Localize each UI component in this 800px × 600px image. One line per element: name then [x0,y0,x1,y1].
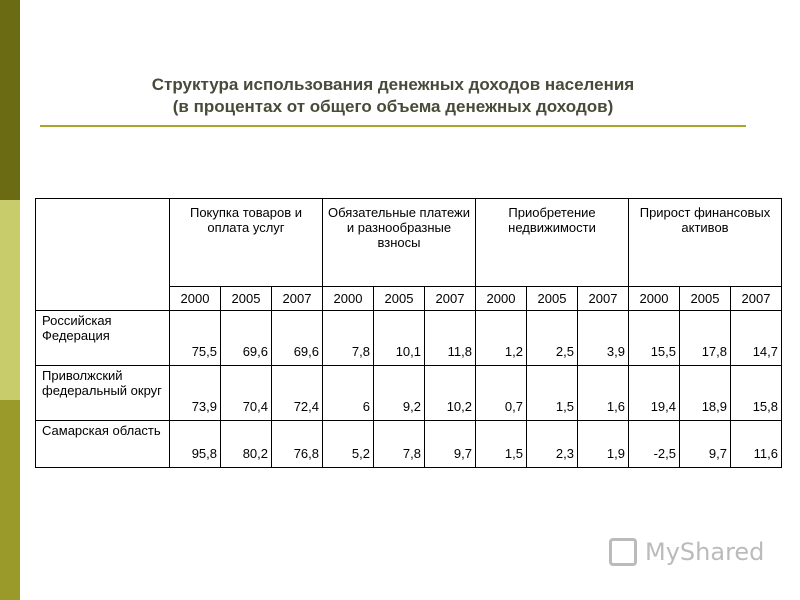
side-strip [0,0,20,200]
side-strip [0,200,20,400]
value-cell: 72,4 [271,365,323,421]
data-table: Покупка товаров и оплата услуг Обязательн… [35,198,782,468]
value-cell: 70,4 [220,365,272,421]
year-header: 2007 [424,286,476,311]
value-cell: 1,9 [577,420,629,468]
value-cell: 5,2 [322,420,374,468]
corner-cell [35,198,170,311]
value-cell: 2,3 [526,420,578,468]
data-row: Российская Федерация 75,5 69,6 69,6 7,8 10,1 1… [35,310,782,366]
group-header: Приобретение недвижимости [475,198,629,287]
value-cell: 7,8 [322,310,374,366]
year-header: 2000 [169,286,221,311]
group-header: Обязательные платежи и разнообразные взн… [322,198,476,287]
header-row: Покупка товаров и оплата услуг Обязательн… [35,198,782,311]
row-label: Самарская область [35,420,170,468]
value-cell: 80,2 [220,420,272,468]
value-cell: 14,7 [730,310,782,366]
value-cell: 1,5 [526,365,578,421]
year-header: 2000 [322,286,374,311]
year-header: 2007 [730,286,782,311]
year-header: 2007 [271,286,323,311]
value-cell: 76,8 [271,420,323,468]
value-cell: 69,6 [271,310,323,366]
year-header: 2007 [577,286,629,311]
value-cell: 95,8 [169,420,221,468]
value-cell: 7,8 [373,420,425,468]
data-row: Приволжский федеральный округ 73,9 70,4 72,… [35,365,782,421]
value-cell: 9,2 [373,365,425,421]
value-cell: 9,7 [424,420,476,468]
watermark: MyShared [645,538,765,566]
value-cell: 3,9 [577,310,629,366]
value-cell: 9,7 [679,420,731,468]
value-cell: 1,2 [475,310,527,366]
title-rule [40,125,746,127]
value-cell: 11,6 [730,420,782,468]
year-header: 2005 [526,286,578,311]
value-cell: 11,8 [424,310,476,366]
value-cell: 10,2 [424,365,476,421]
value-cell: 69,6 [220,310,272,366]
year-header: 2000 [628,286,680,311]
value-cell: 1,5 [475,420,527,468]
year-row: 2000 2005 2007 2000 2005 2007 2000 2005 2007 2000… [36,286,782,311]
value-cell: 19,4 [628,365,680,421]
title: Структура использования денежных доходов… [40,74,746,118]
value-cell: -2,5 [628,420,680,468]
value-cell: 17,8 [679,310,731,366]
value-cell: 73,9 [169,365,221,421]
value-cell: 15,5 [628,310,680,366]
row-label: Российская Федерация [35,310,170,366]
row-label: Приволжский федеральный округ [35,365,170,421]
value-cell: 6 [322,365,374,421]
value-cell: 2,5 [526,310,578,366]
logo-icon [609,538,637,566]
value-cell: 1,6 [577,365,629,421]
year-header: 2000 [475,286,527,311]
value-cell: 0,7 [475,365,527,421]
value-cell: 75,5 [169,310,221,366]
year-header: 2005 [373,286,425,311]
year-header: 2005 [679,286,731,311]
title-line: (в процентах от общего объема денежных д… [172,97,614,116]
year-header: 2005 [220,286,272,311]
title-line: Структура использования денежных доходов… [151,75,635,94]
side-strip [0,400,20,600]
data-row: Самарская область 95,8 80,2 76,8 5,2 7,8 9,7 1,… [35,420,782,468]
value-cell: 15,8 [730,365,782,421]
value-cell: 10,1 [373,310,425,366]
group-header: Покупка товаров и оплата услуг [169,198,323,287]
value-cell: 18,9 [679,365,731,421]
group-header: Прирост финансовых активов [628,198,782,287]
